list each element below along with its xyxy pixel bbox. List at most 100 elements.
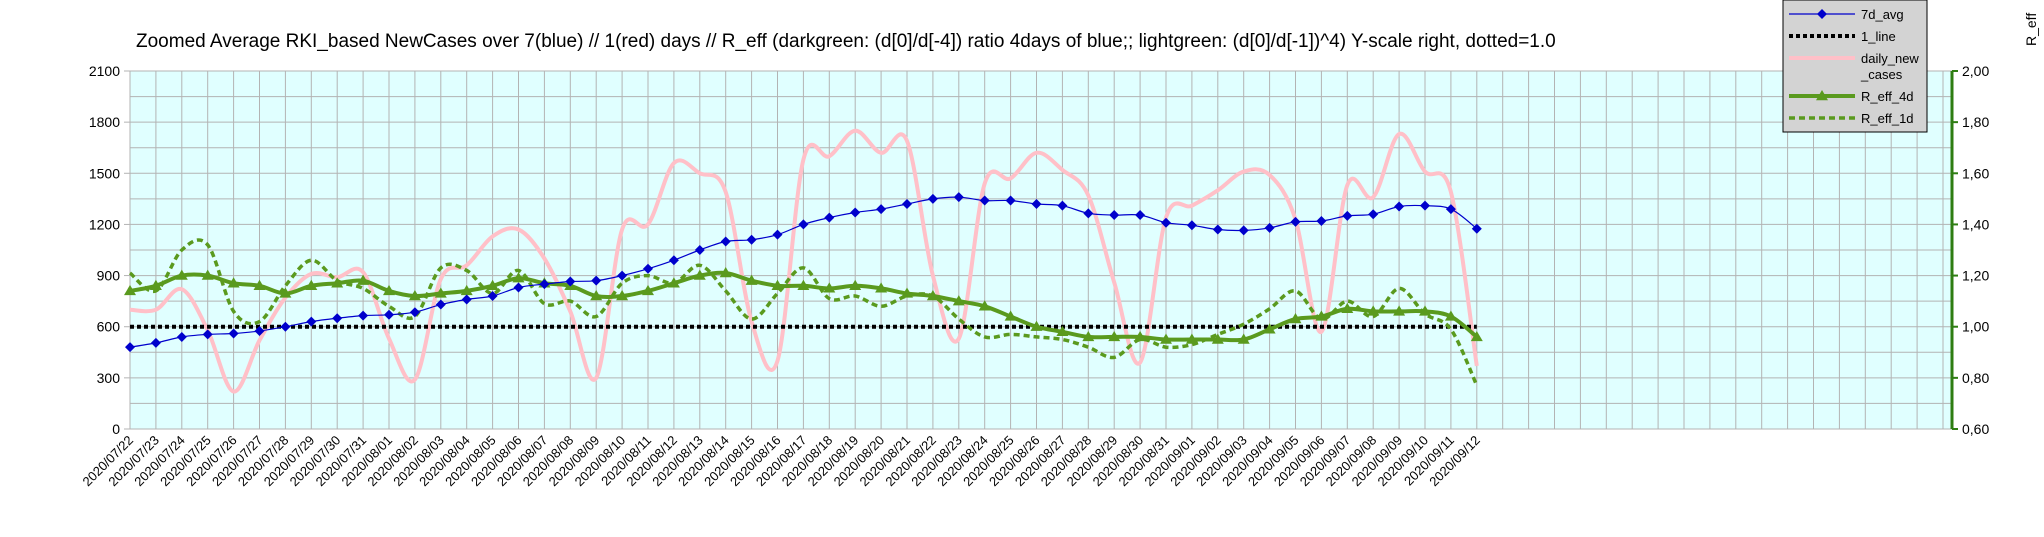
series-7d-avg-marker: [254, 325, 265, 336]
series-7d-avg-marker: [1342, 210, 1353, 221]
left-y-tick-label: 1500: [89, 165, 120, 181]
series-r-eff-4d-marker: [305, 279, 318, 290]
series-7d-avg-marker: [332, 313, 343, 324]
legend: 7d_avg 1_line daily_new_cases R_eff_4d R_eff…: [1782, 0, 1928, 133]
series-layer: [124, 128, 1483, 394]
right-y-tick-label: 1,00: [1962, 319, 1989, 335]
series-7d-avg-marker: [1264, 222, 1275, 233]
right-y-tick-label: 0,80: [1962, 370, 1989, 386]
series-r-eff-4d-marker: [124, 284, 136, 296]
series-7d-avg-marker: [513, 282, 524, 293]
series-7d-avg-marker: [1083, 208, 1094, 219]
series-7d-avg-marker: [384, 309, 394, 320]
series-r-eff-4d-marker: [1056, 325, 1069, 337]
right-y-tick-label: 1,60: [1962, 165, 1989, 181]
series-7d-avg-marker: [228, 328, 239, 339]
series-r-eff-4d-marker: [1004, 310, 1017, 321]
series-7d-avg-marker: [1368, 209, 1379, 220]
series-7d-avg-marker: [668, 255, 679, 266]
series-r-eff-4d-marker: [1393, 305, 1406, 316]
series-7d-avg-marker: [1161, 217, 1171, 228]
series-r-eff-4d-marker: [1185, 333, 1198, 344]
series-7d-avg-marker: [1290, 216, 1301, 227]
legend-box: [1782, 0, 1928, 133]
series-daily-new-cases-line: [129, 128, 1479, 394]
series-7d-avg-marker: [202, 329, 213, 340]
series-7d-avg-marker: [1109, 210, 1120, 221]
right-y-tick-label: 1,40: [1962, 216, 1989, 232]
series-r-eff-4d-marker: [486, 279, 499, 290]
series-r-eff-4d-marker: [408, 290, 421, 301]
series-r-eff-4d-marker: [1367, 305, 1380, 316]
series-r-eff-4d-marker: [952, 295, 965, 306]
series-r-eff-4d-marker: [227, 277, 240, 288]
legend-label: _cases: [1860, 67, 1903, 82]
series-r-eff-4d-marker: [1160, 333, 1172, 344]
legend-label: R_eff_4d: [1861, 89, 1914, 104]
series-r-eff-4d-marker: [642, 284, 654, 296]
right-y-axis: 0,60 0,80 1,00 1,20 1,40 1,60 1,80 2,00: [1950, 63, 1989, 437]
left-y-tick-label: 300: [97, 370, 121, 386]
series-7d-avg-marker: [1057, 200, 1068, 211]
series-7d-avg-marker: [902, 198, 912, 209]
series-7d-avg-marker: [979, 195, 990, 206]
left-y-tick-label: 0: [112, 421, 120, 437]
series-7d-avg-marker: [487, 291, 498, 302]
series-r-eff-4d-marker: [1315, 310, 1328, 321]
series-7d-avg-marker: [1031, 198, 1042, 209]
series-r-eff-4d-marker: [149, 279, 162, 290]
left-y-tick-label: 1800: [89, 114, 120, 130]
chart-title: Zoomed Average RKI_based NewCases over 7…: [136, 31, 1556, 52]
left-y-tick-label: 600: [97, 319, 121, 335]
series-r-eff-1d-line: [128, 238, 1479, 387]
left-y-tick-label: 900: [97, 268, 121, 284]
series-r-eff-4d-marker: [253, 279, 266, 290]
series-7d-avg-marker: [617, 270, 628, 281]
series-r-eff-4d-marker: [331, 277, 344, 288]
series-7d-avg-marker: [358, 310, 369, 321]
series-7d-avg-marker: [461, 294, 472, 305]
legend-marker-r-eff-4d: [1816, 90, 1828, 101]
series-r-eff-4d-marker: [771, 279, 784, 290]
series-7d-avg-marker: [927, 193, 938, 204]
series-r-eff-4d-marker: [823, 282, 836, 293]
series-r-eff-4d-marker: [434, 287, 447, 298]
x-axis: 2020/07/222020/07/232020/07/242020/07/25…: [79, 433, 1482, 490]
series-7d-avg-marker: [1394, 201, 1405, 212]
series-7d-avg-marker: [746, 234, 757, 245]
series-r-eff-4d-marker: [1470, 330, 1483, 342]
series-r-eff-4d-marker: [797, 279, 810, 290]
series-r-eff-4d-marker: [1289, 313, 1302, 324]
series-r-eff-4d-marker: [901, 287, 913, 298]
series-r-eff-4d-marker: [1341, 302, 1354, 314]
series-r-eff-4d-marker: [1444, 310, 1457, 321]
series-r-eff-4d-marker: [1082, 330, 1095, 342]
series-r-eff-4d-marker: [693, 269, 706, 280]
series-7d-avg-marker: [1316, 216, 1327, 227]
right-y-axis-label: R_eff: [2023, 13, 2039, 46]
series-7d-avg-marker: [798, 219, 809, 230]
series-r-eff-4d-marker: [926, 290, 939, 301]
legend-label: R_eff_1d: [1861, 111, 1914, 126]
legend-marker-7d-avg: [1817, 9, 1827, 19]
series-r-eff-4d-marker: [512, 272, 525, 283]
series-r-eff-4d-marker: [201, 269, 214, 280]
series-7d-avg-marker: [1005, 195, 1016, 206]
series-7d-avg-marker: [435, 299, 446, 310]
series-7d-avg-marker: [1186, 220, 1197, 231]
series-7d-avg-marker: [591, 275, 602, 286]
series-r-eff-4d-marker: [849, 279, 862, 290]
series-r-eff-4d-marker: [590, 290, 603, 301]
series-r-eff-4d-marker: [667, 277, 680, 288]
series-r-eff-4d-marker: [1263, 323, 1276, 334]
series-7d-avg-marker: [409, 307, 420, 318]
series-7d-avg-marker: [850, 207, 861, 218]
left-y-tick-label: 1200: [89, 216, 120, 232]
series-r-eff-4d-marker: [616, 290, 629, 301]
series-7d-avg-marker: [125, 342, 135, 353]
series-7d-avg-marker: [1471, 223, 1482, 234]
series-r-eff-4d-marker: [1419, 305, 1431, 316]
series-7d-avg-marker: [150, 337, 161, 348]
series-7d-avg-marker: [953, 192, 964, 203]
series-r-eff-4d-marker: [383, 284, 395, 296]
